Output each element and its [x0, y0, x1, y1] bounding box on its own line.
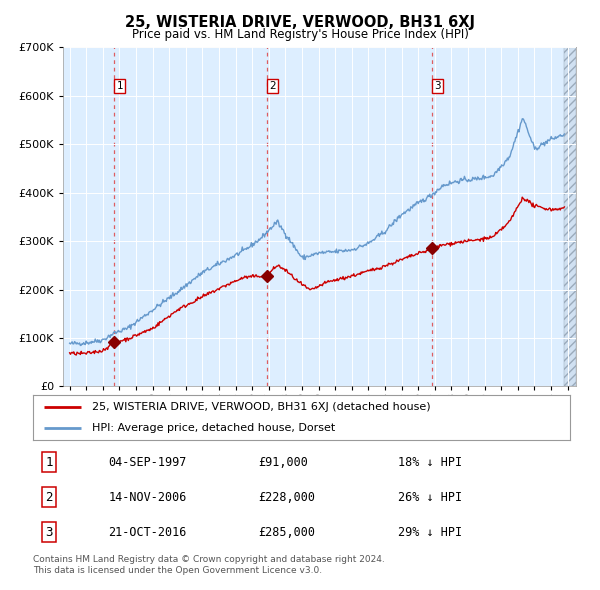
- Text: 1: 1: [46, 455, 53, 468]
- Bar: [563, 47, 576, 386]
- Text: 25, WISTERIA DRIVE, VERWOOD, BH31 6XJ: 25, WISTERIA DRIVE, VERWOOD, BH31 6XJ: [125, 15, 475, 30]
- Text: 26% ↓ HPI: 26% ↓ HPI: [398, 490, 462, 504]
- Text: 18% ↓ HPI: 18% ↓ HPI: [398, 455, 462, 468]
- Text: £91,000: £91,000: [259, 455, 308, 468]
- Text: Price paid vs. HM Land Registry's House Price Index (HPI): Price paid vs. HM Land Registry's House …: [131, 28, 469, 41]
- Text: 29% ↓ HPI: 29% ↓ HPI: [398, 526, 462, 539]
- Text: 2: 2: [269, 81, 276, 91]
- Text: 3: 3: [434, 81, 440, 91]
- Text: HPI: Average price, detached house, Dorset: HPI: Average price, detached house, Dors…: [92, 422, 335, 432]
- Text: £228,000: £228,000: [259, 490, 316, 504]
- Text: 14-NOV-2006: 14-NOV-2006: [108, 490, 187, 504]
- Text: This data is licensed under the Open Government Licence v3.0.: This data is licensed under the Open Gov…: [33, 566, 322, 575]
- Text: Contains HM Land Registry data © Crown copyright and database right 2024.: Contains HM Land Registry data © Crown c…: [33, 555, 385, 563]
- Text: £285,000: £285,000: [259, 526, 316, 539]
- Text: 25, WISTERIA DRIVE, VERWOOD, BH31 6XJ (detached house): 25, WISTERIA DRIVE, VERWOOD, BH31 6XJ (d…: [92, 402, 431, 412]
- Text: 2: 2: [46, 490, 53, 504]
- Text: 1: 1: [116, 81, 123, 91]
- Text: 21-OCT-2016: 21-OCT-2016: [108, 526, 187, 539]
- Text: 04-SEP-1997: 04-SEP-1997: [108, 455, 187, 468]
- Bar: [563, 47, 576, 386]
- Text: 3: 3: [46, 526, 53, 539]
